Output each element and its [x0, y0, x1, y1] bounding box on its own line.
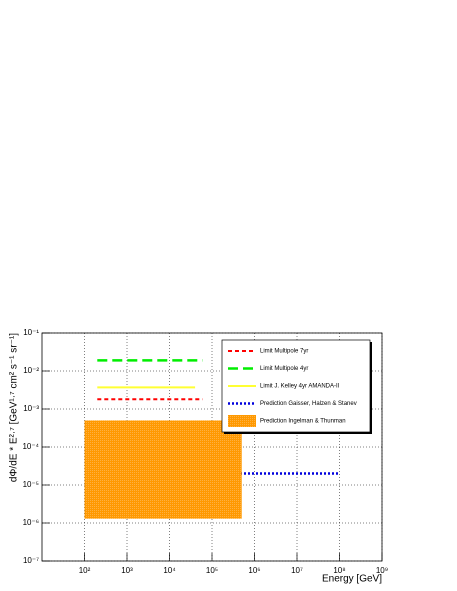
y-tick-label: 10⁻⁷	[23, 556, 39, 565]
y-tick-label: 10⁻²	[23, 366, 39, 375]
legend-label: Prediction Ingelman & Thunman	[260, 419, 346, 425]
legend-label: Prediction Gaisser, Halzen & Stanev	[260, 401, 357, 407]
x-tick-label: 10²	[79, 566, 91, 575]
y-axis-title: dΦ/dE * E²·⁷ [GeV¹·⁷ cm² s⁻¹ sr⁻¹]	[9, 333, 20, 482]
x-tick-label: 10⁴	[163, 566, 176, 575]
legend-label: Limit Multipole 7yr	[260, 349, 308, 355]
x-tick-label: 10⁷	[291, 566, 303, 575]
y-tick-label: 10⁻⁵	[23, 480, 39, 489]
x-tick-label: 10⁶	[248, 566, 260, 575]
band	[84, 420, 242, 519]
legend-label: Limit J. Kelley 4yr AMANDA-II	[260, 384, 340, 390]
x-tick-label: 10³	[121, 566, 133, 575]
x-tick-label: 10⁹	[376, 566, 388, 575]
x-tick-label: 10⁸	[333, 566, 345, 575]
y-tick-label: 10⁻³	[23, 404, 39, 413]
y-tick-label: 10⁻⁶	[23, 518, 39, 527]
legend-label: Limit Multipole 4yr	[260, 366, 308, 372]
legend-swatch	[228, 415, 256, 427]
y-tick-label: 10⁻⁴	[22, 442, 39, 451]
x-axis-title: Energy [GeV]	[322, 574, 382, 585]
y-tick-label: 10⁻¹	[23, 328, 39, 337]
plot-frame	[41, 332, 383, 562]
x-tick-label: 10⁵	[206, 566, 218, 575]
